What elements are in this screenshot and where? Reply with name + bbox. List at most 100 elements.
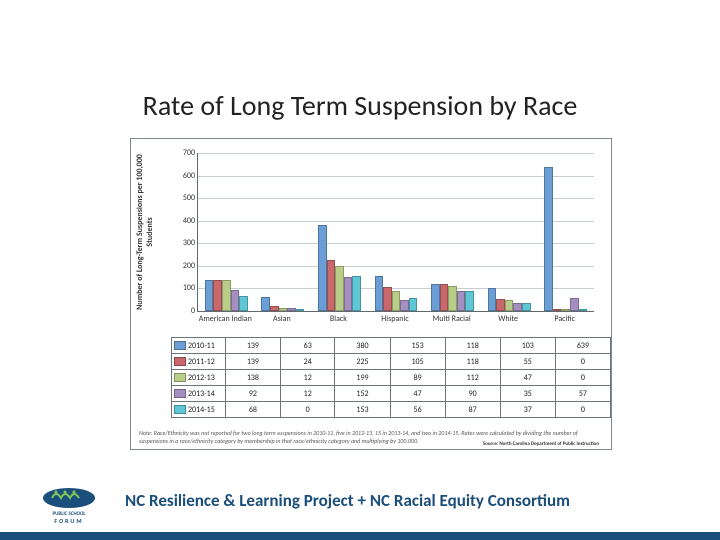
bar xyxy=(287,308,296,311)
bar xyxy=(431,284,440,311)
bar xyxy=(296,309,305,311)
bar xyxy=(440,284,449,311)
bar xyxy=(327,260,336,311)
bar xyxy=(553,309,562,311)
bar xyxy=(409,298,418,311)
table-row: 2012-131381219989112470 xyxy=(172,370,611,386)
table-cell: 138 xyxy=(225,370,280,386)
svg-text:FORUM: FORUM xyxy=(54,517,83,525)
table-cell: 225 xyxy=(335,354,390,370)
bar xyxy=(270,306,279,311)
bar xyxy=(213,280,222,311)
bar xyxy=(496,299,505,311)
table-cell: 153 xyxy=(335,402,390,418)
table-cell: 0 xyxy=(555,354,610,370)
category-label: White xyxy=(480,315,536,324)
bar xyxy=(513,303,522,311)
y-tick-label: 200 xyxy=(167,261,195,271)
series-name: 2011-12 xyxy=(188,357,215,367)
category-label: Asian xyxy=(254,315,310,324)
table-cell: 35 xyxy=(500,386,555,402)
y-tick-label: 400 xyxy=(167,216,195,226)
legend-swatch xyxy=(174,373,186,382)
legend-swatch xyxy=(174,357,186,366)
data-table: 2010-11139633801531181036392011-12139242… xyxy=(171,337,611,418)
table-cell: 24 xyxy=(280,354,335,370)
bar xyxy=(448,286,457,311)
table-cell: 118 xyxy=(445,338,500,354)
y-tick-label: 500 xyxy=(167,193,195,203)
table-cell: 0 xyxy=(555,370,610,386)
y-tick-label: 300 xyxy=(167,238,195,248)
table-series-cell: 2014-15 xyxy=(172,402,226,418)
y-tick-label: 100 xyxy=(167,283,195,293)
category-label: American Indian xyxy=(197,315,253,324)
table-cell: 68 xyxy=(225,402,280,418)
bar xyxy=(279,308,288,311)
table-cell: 12 xyxy=(280,386,335,402)
table-cell: 92 xyxy=(225,386,280,402)
legend-swatch xyxy=(174,341,186,350)
table-cell: 639 xyxy=(555,338,610,354)
table-cell: 103 xyxy=(500,338,555,354)
table-row: 2010-11 13963380153118103639 xyxy=(172,338,611,354)
table-cell: 139 xyxy=(225,338,280,354)
table-cell: 57 xyxy=(555,386,610,402)
y-tick-label: 0 xyxy=(167,306,195,316)
bar xyxy=(205,280,214,311)
table-cell: 0 xyxy=(555,402,610,418)
chart-container: Number of Long-Term Suspensions per 100,… xyxy=(130,138,612,450)
bar xyxy=(488,288,497,311)
slide-title: Rate of Long Term Suspension by Race xyxy=(0,88,720,123)
bar xyxy=(231,290,240,311)
bar xyxy=(261,297,270,311)
table-cell: 56 xyxy=(390,402,445,418)
table-cell: 380 xyxy=(335,338,390,354)
table-cell: 139 xyxy=(225,354,280,370)
table-cell: 87 xyxy=(445,402,500,418)
plot-area xyxy=(197,153,594,312)
footer-text: NC Resilience & Learning Project + NC Ra… xyxy=(125,490,570,511)
table-row: 2011-12 13924225105118550 xyxy=(172,354,611,370)
slide: Rate of Long Term Suspension by Race Num… xyxy=(0,0,720,540)
table-cell: 199 xyxy=(335,370,390,386)
bar xyxy=(457,291,466,311)
bar xyxy=(400,300,409,311)
bar xyxy=(579,309,588,311)
chart-source: Source: North Carolina Department of Pub… xyxy=(483,441,599,447)
table-row: 2014-156801535687370 xyxy=(172,402,611,418)
table-cell: 105 xyxy=(390,354,445,370)
category-label: Black xyxy=(310,315,366,324)
bar xyxy=(561,309,570,311)
category-label: Pacific xyxy=(537,315,593,324)
table-cell: 0 xyxy=(280,402,335,418)
table-series-cell: 2011-12 xyxy=(172,354,226,370)
bar xyxy=(335,266,344,311)
bar xyxy=(318,225,327,311)
bar xyxy=(505,300,514,311)
legend-swatch xyxy=(174,405,186,414)
category-label: Hispanic xyxy=(367,315,423,324)
footer: PUBLIC SCHOOL FORUM NC Resilience & Lear… xyxy=(0,478,720,540)
category-label: Multi Racial xyxy=(424,315,480,324)
series-name: 2010-11 xyxy=(188,341,215,351)
table-cell: 63 xyxy=(280,338,335,354)
bar xyxy=(570,298,579,311)
y-tick-label: 600 xyxy=(167,171,195,181)
table-row: 2013-14921215247903557 xyxy=(172,386,611,402)
table-cell: 152 xyxy=(335,386,390,402)
bar xyxy=(465,291,474,311)
table-cell: 55 xyxy=(500,354,555,370)
table-cell: 118 xyxy=(445,354,500,370)
bar xyxy=(375,276,384,311)
y-axis-title: Number of Long-Term Suspensions per 100,… xyxy=(135,153,149,311)
forum-logo-icon: PUBLIC SCHOOL FORUM xyxy=(34,486,104,526)
series-name: 2013-14 xyxy=(188,389,215,399)
table-cell: 153 xyxy=(390,338,445,354)
table-series-cell: 2010-11 xyxy=(172,338,226,354)
bar xyxy=(239,296,248,311)
series-name: 2014-15 xyxy=(188,405,215,415)
table-cell: 112 xyxy=(445,370,500,386)
table-cell: 90 xyxy=(445,386,500,402)
series-name: 2012-13 xyxy=(188,373,215,383)
